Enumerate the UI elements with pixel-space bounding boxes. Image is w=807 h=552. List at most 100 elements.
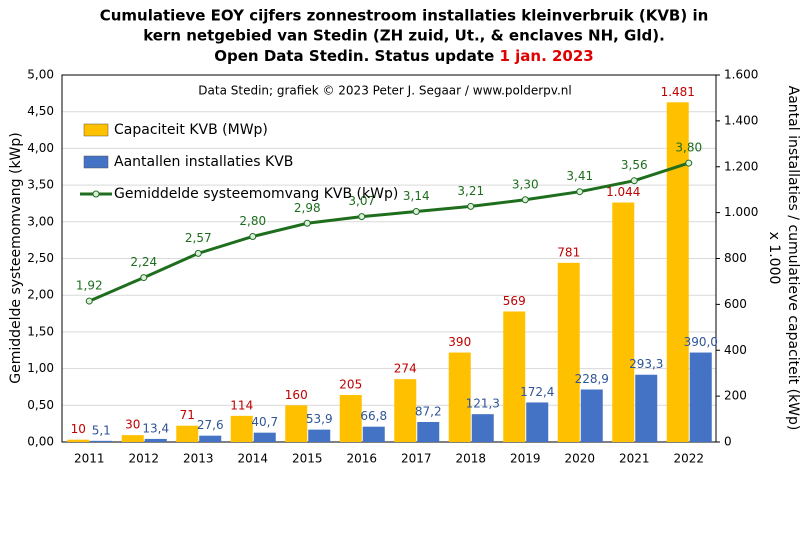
data-label: 2,57 xyxy=(185,231,212,245)
y2-axis-label: x 1.000 xyxy=(766,232,782,285)
bar xyxy=(144,438,167,442)
y-tick-label: 0,50 xyxy=(27,398,54,412)
y2-tick-label: 1.600 xyxy=(724,68,758,82)
x-tick-label: 2013 xyxy=(183,452,214,466)
bar xyxy=(176,425,199,442)
line-marker xyxy=(358,213,366,221)
y2-tick-label: 400 xyxy=(724,343,747,357)
chart-title: kern netgebied van Stedin (ZH zuid, Ut.,… xyxy=(143,27,665,45)
bar xyxy=(67,439,90,442)
data-label: 3,30 xyxy=(512,177,539,191)
data-label: 53,9 xyxy=(306,412,333,426)
data-label: 2,24 xyxy=(130,255,157,269)
x-tick-label: 2014 xyxy=(237,452,268,466)
x-tick-label: 2011 xyxy=(74,452,105,466)
data-label: 274 xyxy=(394,362,417,376)
y2-axis-label: Aantal installaties / cumulatieve capaci… xyxy=(785,86,801,431)
legend-label: Gemiddelde systeemomvang KVB (kWp) xyxy=(114,186,398,202)
data-label: 293,3 xyxy=(629,357,663,371)
chart-title: Open Data Stedin. Status update 1 jan. 2… xyxy=(214,47,594,65)
data-label: 2,98 xyxy=(294,201,321,215)
line-marker xyxy=(140,274,148,282)
bar xyxy=(339,394,362,442)
line-marker xyxy=(630,177,638,185)
data-label: 121,3 xyxy=(466,397,500,411)
y2-tick-label: 1.000 xyxy=(724,205,758,219)
data-label: 160 xyxy=(285,388,308,402)
chart-title: Cumulatieve EOY cijfers zonnestroom inst… xyxy=(100,7,709,25)
data-label: 3,14 xyxy=(403,189,430,203)
bar xyxy=(308,429,331,442)
bar xyxy=(635,374,658,442)
bar xyxy=(471,414,494,442)
data-label: 5,1 xyxy=(92,423,111,437)
legend-marker xyxy=(92,190,100,198)
legend-swatch xyxy=(83,155,109,169)
bar xyxy=(689,352,712,442)
line-marker xyxy=(412,208,420,216)
data-label: 3,80 xyxy=(675,141,702,155)
legend-label: Capaciteit KVB (MWp) xyxy=(114,122,268,138)
legend-swatch xyxy=(83,123,109,137)
data-label: 3,41 xyxy=(566,169,593,183)
x-tick-label: 2022 xyxy=(673,452,704,466)
bar xyxy=(580,389,603,442)
line-marker xyxy=(521,196,529,204)
data-label: 3,21 xyxy=(457,184,484,198)
data-label: 66,8 xyxy=(360,409,387,423)
line-marker xyxy=(576,188,584,196)
x-tick-label: 2020 xyxy=(564,452,595,466)
data-label: 172,4 xyxy=(520,385,554,399)
x-tick-label: 2016 xyxy=(346,452,377,466)
line-marker xyxy=(685,159,693,167)
y-tick-label: 1,00 xyxy=(27,361,54,375)
data-label: 10 xyxy=(71,422,86,436)
y-tick-label: 2,50 xyxy=(27,251,54,265)
y-tick-label: 0,00 xyxy=(27,435,54,449)
y2-tick-label: 1.200 xyxy=(724,159,758,173)
x-tick-label: 2018 xyxy=(455,452,486,466)
y2-tick-label: 0 xyxy=(724,435,732,449)
bar xyxy=(526,402,549,442)
bar xyxy=(503,311,526,442)
data-label: 30 xyxy=(125,418,140,432)
legend-label: Aantallen installaties KVB xyxy=(114,154,293,170)
line-marker xyxy=(303,219,311,227)
line-marker xyxy=(249,232,257,240)
y2-tick-label: 1.400 xyxy=(724,113,758,127)
title-part: Open Data Stedin. Status update xyxy=(214,47,499,65)
data-label: 3,07 xyxy=(348,194,375,208)
data-label: 1,92 xyxy=(76,279,103,293)
data-label: 205 xyxy=(339,377,362,391)
x-tick-label: 2017 xyxy=(401,452,432,466)
line-marker xyxy=(194,249,202,257)
y2-tick-label: 600 xyxy=(724,297,747,311)
x-tick-label: 2021 xyxy=(619,452,650,466)
data-label: 2,80 xyxy=(239,214,266,228)
y-tick-label: 1,50 xyxy=(27,324,54,338)
data-label: 71 xyxy=(180,408,195,422)
data-label: 781 xyxy=(557,245,580,259)
data-label: 40,7 xyxy=(251,415,278,429)
data-label: 1.481 xyxy=(661,85,695,99)
y-tick-label: 5,00 xyxy=(27,68,54,82)
y-tick-label: 2,00 xyxy=(27,288,54,302)
data-label: 3,56 xyxy=(621,158,648,172)
bar xyxy=(285,405,308,442)
data-label: 569 xyxy=(503,294,526,308)
line xyxy=(88,161,690,303)
data-label: 228,9 xyxy=(575,372,609,386)
y-tick-label: 4,00 xyxy=(27,141,54,155)
line-marker xyxy=(467,202,475,210)
bar xyxy=(121,435,144,442)
bar xyxy=(394,379,417,442)
y-tick-label: 4,50 xyxy=(27,104,54,118)
x-tick-label: 2019 xyxy=(510,452,541,466)
y-tick-label: 3,00 xyxy=(27,214,54,228)
y2-tick-label: 200 xyxy=(724,389,747,403)
data-label: 390,0 xyxy=(684,335,718,349)
bar xyxy=(199,435,222,442)
bar xyxy=(666,102,689,442)
bar xyxy=(448,352,471,442)
